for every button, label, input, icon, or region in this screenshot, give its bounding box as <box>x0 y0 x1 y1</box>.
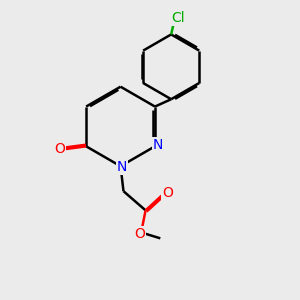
Text: N: N <box>117 160 127 174</box>
Text: O: O <box>162 186 173 200</box>
Text: O: O <box>54 142 65 156</box>
Text: O: O <box>134 227 145 241</box>
Text: N: N <box>153 138 163 152</box>
Text: Cl: Cl <box>172 11 185 25</box>
